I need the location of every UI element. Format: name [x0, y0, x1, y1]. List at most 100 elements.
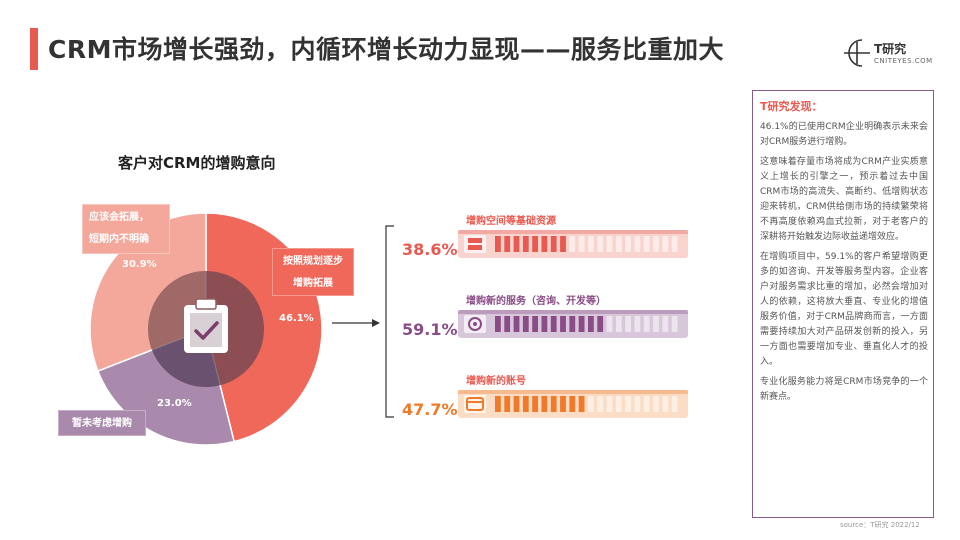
bar-segment-empty — [615, 316, 622, 332]
bar-segment-empty — [634, 396, 641, 412]
bar-value-services: 59.1% — [402, 320, 458, 339]
bar-segment-empty — [606, 316, 613, 332]
bar-segment-empty — [662, 396, 669, 412]
bar-segment-filled — [504, 396, 511, 412]
bar-segment-filled — [578, 316, 585, 332]
bar-segment-empty — [653, 236, 659, 252]
bar-segment-filled — [569, 316, 576, 332]
bar-row-services — [458, 310, 688, 338]
bar-segment-filled — [560, 396, 566, 412]
bar-segment-filled — [522, 396, 529, 412]
bar-segment-filled — [513, 396, 520, 412]
bar-segment-filled — [513, 236, 520, 252]
pie-label-not-considered: 23.0% — [157, 398, 192, 409]
flow-arrow — [332, 319, 380, 327]
bar-segment-filled — [550, 316, 557, 332]
bar-segment-empty — [671, 396, 678, 412]
bar-segment-empty — [569, 236, 576, 252]
bar-segment-empty — [615, 236, 622, 252]
bar-segment-empty — [578, 236, 585, 252]
bar-segment-empty — [643, 316, 650, 332]
bar-bracket — [385, 225, 394, 418]
callout-maybe-expand: 应该会拓展， 短期内不明确 — [82, 204, 170, 254]
bar-segment-empty — [634, 316, 641, 332]
bar-segment-filled — [569, 396, 576, 412]
bar-segment-empty — [653, 396, 659, 412]
bar-segment-empty — [597, 236, 604, 252]
bar-segment-filled — [578, 396, 585, 412]
bar-segment-filled — [504, 236, 511, 252]
bar-segment-filled — [495, 236, 501, 252]
bar-row-resources — [458, 230, 688, 258]
bar-segment-empty — [606, 236, 613, 252]
logo-name: T研究 — [874, 42, 907, 56]
bar-segment-filled — [532, 236, 538, 252]
source-note: source：T研究 2022/12 — [840, 521, 920, 529]
bar-segment-empty — [625, 396, 631, 412]
bar-segment-filled — [522, 236, 529, 252]
findings-heading: T研究发现： — [760, 100, 823, 113]
server-icon — [464, 235, 486, 253]
gear-icon — [464, 315, 486, 333]
bar-segment-empty — [588, 236, 594, 252]
bar-title-services: 增购新的服务（咨询、开发等） — [466, 296, 606, 307]
bar-segment-empty — [662, 316, 669, 332]
bar-segment-empty — [643, 236, 650, 252]
bar-segment-empty — [671, 316, 678, 332]
bar-segment-filled — [541, 236, 548, 252]
findings-paragraph: 46.1%的已使用CRM企业明确表示未来会对CRM服务进行增购。 — [760, 122, 928, 147]
pie-label-maybe: 30.9% — [122, 259, 157, 270]
bar-title-accounts: 增购新的账号 — [466, 376, 526, 387]
bar-segment-filled — [560, 236, 566, 252]
bar-segment-empty — [634, 236, 641, 252]
bar-row-accounts — [458, 390, 688, 418]
bar-segment-filled — [532, 396, 538, 412]
bar-segment-filled — [588, 316, 594, 332]
callout-maybe-line1: 应该会拓展， — [89, 212, 149, 223]
bar-segment-filled — [522, 316, 529, 332]
bar-segment-empty — [625, 236, 631, 252]
callout-not-considered: 暂未考虑增购 — [58, 410, 146, 436]
logo-mark-icon — [844, 39, 870, 67]
callout-plan-line2: 增购拓展 — [293, 278, 333, 289]
findings-paragraph: 在增购项目中，59.1%的客户希望增购更多的如咨询、开发等服务型内容。企业客户对… — [760, 252, 928, 367]
bar-segment-filled — [504, 316, 511, 332]
bar-segment-filled — [532, 316, 538, 332]
bar-segment-filled — [541, 316, 548, 332]
bar-segment-empty — [671, 236, 678, 252]
pie-chart-title: 客户对CRM的增购意向 — [118, 154, 276, 172]
bar-segment-empty — [625, 316, 631, 332]
bar-segment-filled — [513, 316, 520, 332]
bar-segment-empty — [643, 396, 650, 412]
bar-chart — [458, 230, 688, 418]
findings-paragraph: 这意味着存量市场将成为CRM产业实质意义上增长的引擎之一，预示着过去中国CRM市… — [760, 157, 928, 242]
bar-segment-filled — [550, 396, 557, 412]
bar-segment-filled — [597, 316, 604, 332]
clipboard-check-icon — [184, 298, 228, 353]
bar-value-resources: 38.6% — [402, 240, 458, 259]
card-icon — [464, 395, 486, 413]
bar-segment-filled — [550, 236, 557, 252]
pie-inner-pie-slice-plan — [206, 271, 264, 386]
callout-plan-expand: 按照规划逐步 增购拓展 — [272, 248, 354, 296]
title-accent-bar — [30, 28, 38, 70]
bar-segment-empty — [588, 396, 594, 412]
logo-sub: CNITEYES.COM — [874, 57, 933, 65]
callout-maybe-line2: 短期内不明确 — [89, 234, 149, 245]
pie-label-plan: 46.1% — [279, 313, 314, 324]
bar-segment-filled — [495, 396, 501, 412]
bar-value-accounts: 47.7% — [402, 400, 458, 419]
bar-segment-filled — [541, 396, 548, 412]
bar-segment-empty — [653, 316, 659, 332]
bar-segment-filled — [560, 316, 566, 332]
bar-segment-filled — [495, 316, 501, 332]
bar-segment-empty — [597, 396, 604, 412]
bar-title-resources: 增购空间等基础资源 — [466, 216, 556, 227]
callout-plan-line1: 按照规划逐步 — [283, 256, 343, 267]
findings-panel — [752, 90, 934, 518]
bar-segment-empty — [615, 396, 622, 412]
findings-paragraph: 专业化服务能力将是CRM市场竞争的一个新赛点。 — [760, 377, 928, 402]
callout-not-considered-text: 暂未考虑增购 — [72, 418, 132, 429]
logo: T研究 CNITEYES.COM — [840, 36, 940, 72]
findings-body: 46.1%的已使用CRM企业明确表示未来会对CRM服务进行增购。 这意味着存量市… — [760, 120, 928, 410]
